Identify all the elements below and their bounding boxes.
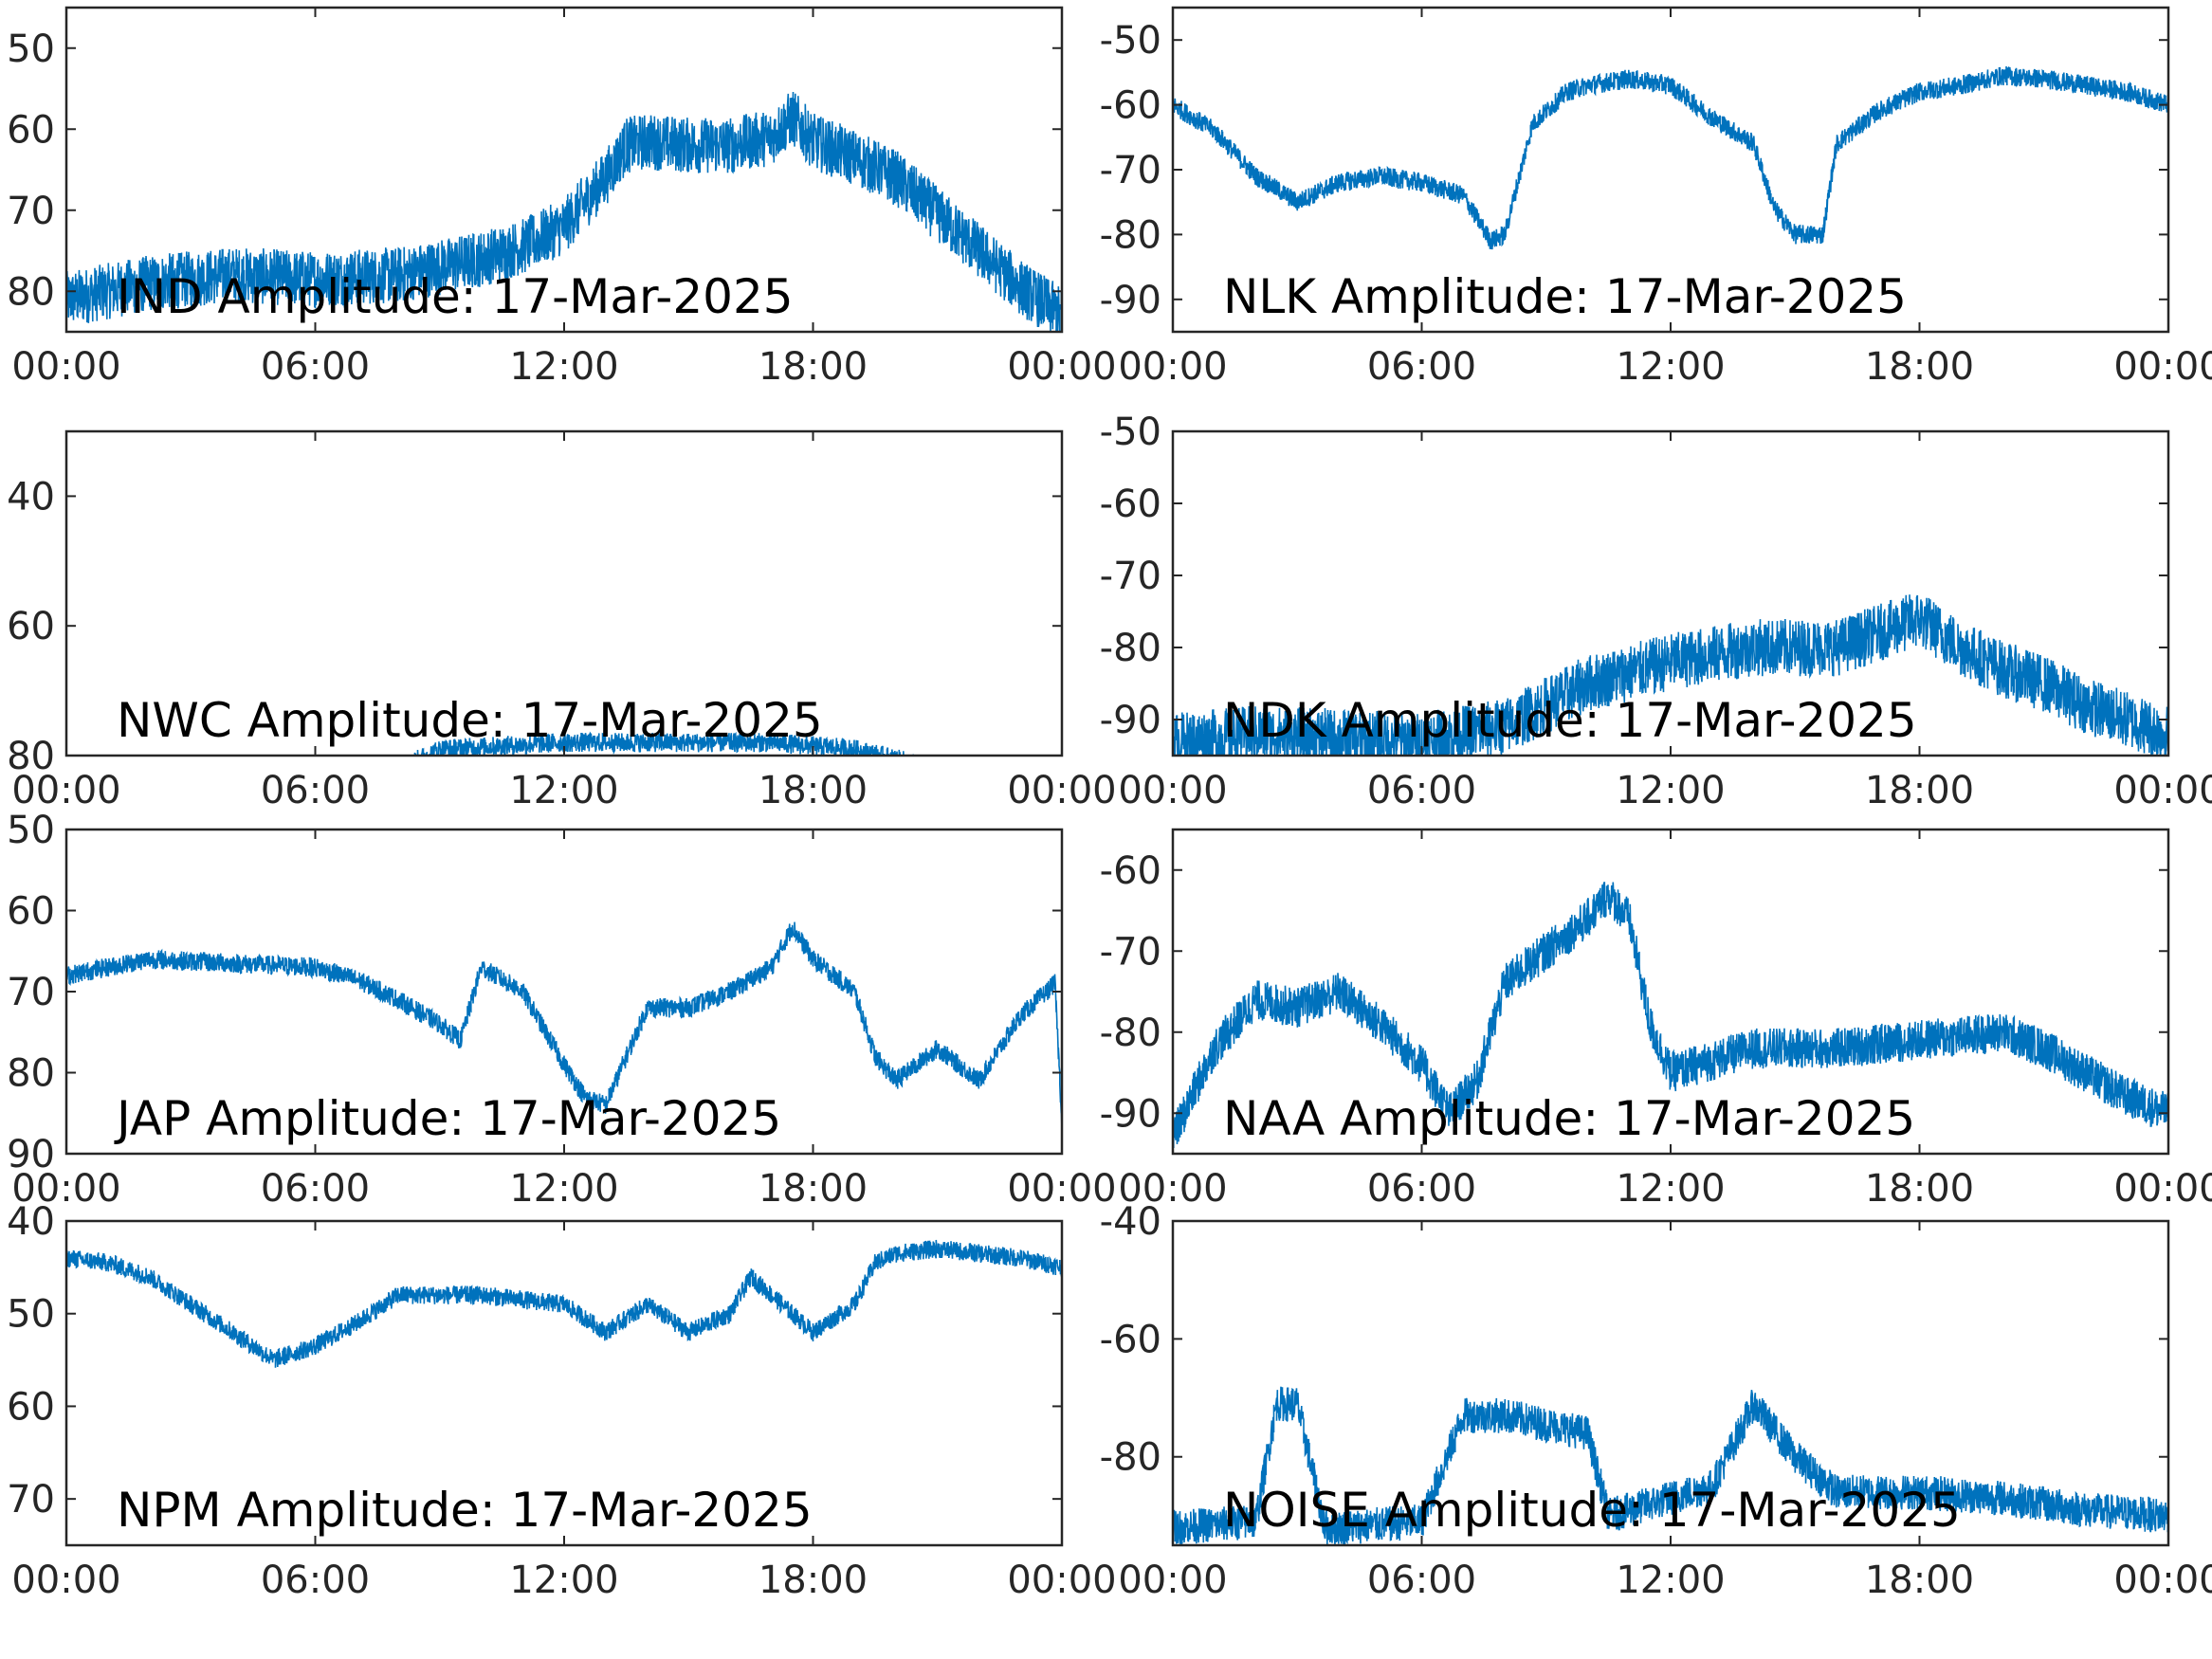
- y-tick-label: 50: [7, 27, 55, 71]
- x-tick-label: 00:00: [11, 345, 120, 389]
- x-tick-label: 06:00: [1367, 769, 1476, 812]
- panel-title: NDK Amplitude: 17-Mar-2025: [1223, 693, 1917, 748]
- x-tick-label: 12:00: [1616, 1167, 1725, 1211]
- y-tick-label: 70: [7, 1478, 55, 1522]
- panel-title: NWC Amplitude: 17-Mar-2025: [117, 693, 823, 748]
- x-tick-label: 06:00: [1367, 345, 1476, 389]
- y-tick-label: -80: [1100, 1436, 1161, 1480]
- x-tick-label: 00:00: [2113, 345, 2212, 389]
- y-tick-label: -90: [1100, 1092, 1161, 1136]
- panel-1: 00:00 06:00 12:00 18:00 00:00 50 60 70 80 IND Amp…: [7, 6, 1117, 389]
- y-tick-label: -80: [1100, 1012, 1161, 1055]
- y-tick-label: 60: [7, 108, 55, 152]
- y-tick-label: -60: [1100, 849, 1161, 893]
- panel-title: NOISE Amplitude: 17-Mar-2025: [1223, 1483, 1961, 1538]
- y-tick-label: 90: [7, 1133, 55, 1176]
- x-tick-label: 18:00: [1865, 1559, 1974, 1602]
- x-tick-label: 18:00: [759, 769, 868, 812]
- x-tick-label: 12:00: [509, 769, 618, 812]
- panel-5: 00:00 06:00 12:00 18:00 00:00 50 60 70 80 90 JAP A…: [7, 809, 1117, 1211]
- y-tick-label: 70: [7, 190, 55, 233]
- x-tick-label: 18:00: [1865, 1167, 1974, 1211]
- x-tick-label: 00:00: [2113, 1559, 2212, 1602]
- y-tick-label: -50: [1100, 410, 1161, 454]
- x-tick-label: 00:00: [11, 1167, 120, 1211]
- panel-6: 00:00 06:00 12:00 18:00 00:00 -60 -70 -80 -90 NAA…: [1100, 828, 2212, 1211]
- y-tick-label: 40: [7, 475, 55, 519]
- x-tick-label: 00:00: [1007, 769, 1116, 812]
- y-tick-label: 80: [7, 1052, 55, 1096]
- x-tick-label: 18:00: [759, 1559, 868, 1602]
- panel-title: JAP Amplitude: 17-Mar-2025: [114, 1091, 781, 1146]
- y-tick-label: 60: [7, 1385, 55, 1429]
- y-tick-label: -70: [1100, 149, 1161, 192]
- y-tick-label: -70: [1100, 555, 1161, 598]
- x-tick-label: 06:00: [261, 345, 370, 389]
- y-tick-label: -80: [1100, 627, 1161, 670]
- x-tick-label: 00:00: [11, 769, 120, 812]
- x-tick-label: 00:00: [11, 1559, 120, 1602]
- x-tick-label: 18:00: [759, 1167, 868, 1211]
- panel-3: 00:00 06:00 12:00 18:00 00:00 40 60 80 NWC Ampli…: [7, 429, 1117, 812]
- series-line: [1173, 65, 2168, 250]
- panel-title: NAA Amplitude: 17-Mar-2025: [1223, 1091, 1915, 1146]
- x-tick-label: 12:00: [509, 1559, 618, 1602]
- y-tick-label: 60: [7, 605, 55, 648]
- y-tick-label: 60: [7, 890, 55, 934]
- x-tick-label: 18:00: [759, 345, 868, 389]
- y-tick-label: 70: [7, 971, 55, 1014]
- x-tick-label: 00:00: [1007, 1167, 1116, 1211]
- y-tick-label: -60: [1100, 483, 1161, 526]
- series-line: [1173, 1386, 2168, 1545]
- series-line: [66, 91, 1062, 332]
- x-tick-label: 12:00: [1616, 1559, 1725, 1602]
- y-tick-label: -80: [1100, 213, 1161, 257]
- series-line: [66, 1239, 1062, 1368]
- panel-4: 00:00 06:00 12:00 18:00 00:00 -50 -60 -70 -80 -90…: [1100, 410, 2212, 812]
- y-tick-label: 80: [7, 735, 55, 778]
- y-tick-label: 80: [7, 270, 55, 314]
- panel-8: 00:00 06:00 12:00 18:00 00:00 -40 -60 -80 NOISE …: [1100, 1200, 2212, 1602]
- x-tick-label: 06:00: [261, 1559, 370, 1602]
- x-tick-label: 12:00: [509, 345, 618, 389]
- panel-title: NPM Amplitude: 17-Mar-2025: [117, 1483, 813, 1538]
- y-tick-label: -40: [1100, 1200, 1161, 1244]
- x-tick-label: 18:00: [1865, 345, 1974, 389]
- x-tick-label: 00:00: [2113, 769, 2212, 812]
- y-tick-label: -70: [1100, 930, 1161, 974]
- x-tick-label: 00:00: [1118, 1167, 1227, 1211]
- x-tick-label: 00:00: [1118, 345, 1227, 389]
- x-tick-label: 00:00: [1118, 769, 1227, 812]
- y-tick-label: -90: [1100, 699, 1161, 742]
- series-line: [1173, 882, 2168, 1149]
- y-tick-label: -60: [1100, 1318, 1161, 1361]
- panel-title: IND Amplitude: 17-Mar-2025: [117, 269, 794, 324]
- y-tick-label: -90: [1100, 279, 1161, 322]
- x-tick-label: 00:00: [1118, 1559, 1227, 1602]
- y-tick-label: -60: [1100, 84, 1161, 128]
- series-line: [1173, 594, 2168, 756]
- x-tick-label: 06:00: [1367, 1167, 1476, 1211]
- x-tick-label: 12:00: [1616, 345, 1725, 389]
- x-tick-label: 06:00: [261, 769, 370, 812]
- y-tick-label: -50: [1100, 19, 1161, 63]
- panel-2: 00:00 06:00 12:00 18:00 00:00 -50 -60 -70 -80 -90…: [1100, 6, 2212, 389]
- x-tick-label: 18:00: [1865, 769, 1974, 812]
- series-line: [66, 921, 1062, 1131]
- y-tick-label: 40: [7, 1200, 55, 1244]
- panel-title: NLK Amplitude: 17-Mar-2025: [1223, 269, 1907, 324]
- x-tick-label: 00:00: [1007, 1559, 1116, 1602]
- x-tick-label: 12:00: [1616, 769, 1725, 812]
- x-tick-label: 12:00: [509, 1167, 618, 1211]
- y-tick-label: 50: [7, 809, 55, 852]
- x-tick-label: 06:00: [261, 1167, 370, 1211]
- y-tick-label: 50: [7, 1293, 55, 1337]
- panel-7: 00:00 06:00 12:00 18:00 00:00 40 50 60 70 NPM Amp…: [7, 1200, 1117, 1602]
- x-tick-label: 06:00: [1367, 1559, 1476, 1602]
- x-tick-label: 00:00: [1007, 345, 1116, 389]
- x-tick-label: 00:00: [2113, 1167, 2212, 1211]
